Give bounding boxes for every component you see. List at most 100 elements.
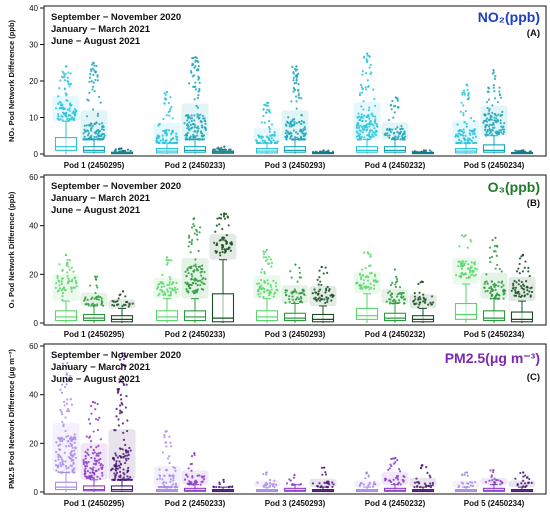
outlier-point [485, 100, 489, 104]
outlier-point [161, 478, 164, 481]
outlier-point-max [494, 236, 497, 239]
y-tick-label: 20 [29, 439, 38, 448]
outlier-point [187, 236, 191, 239]
outlier-point [500, 285, 503, 289]
outlier-point [72, 117, 76, 120]
outlier-point [390, 465, 393, 468]
outlier-point [100, 297, 103, 300]
outlier-point [155, 136, 158, 139]
outlier-point [113, 149, 117, 152]
outlier-point [499, 121, 502, 125]
panel-c-season-2: January − March 2021 [51, 362, 151, 373]
outlier-point [502, 132, 505, 135]
outlier-point [190, 241, 193, 244]
outlier-point [172, 137, 175, 140]
outlier-point [82, 458, 85, 462]
outlier-point [84, 457, 87, 460]
outlier-point [358, 94, 362, 97]
outlier-point [417, 296, 420, 300]
outlier-point [95, 284, 98, 287]
outlier-point [300, 122, 303, 126]
outlier-point [362, 108, 365, 111]
outlier-point [194, 60, 197, 63]
outlier-point [490, 128, 493, 132]
outlier-point [118, 409, 122, 412]
outlier-point [369, 135, 372, 138]
outlier-point [55, 469, 58, 472]
outlier-point-max [265, 248, 268, 252]
outlier-point [96, 114, 99, 117]
outlier-point [125, 395, 128, 398]
outlier-point [115, 415, 118, 418]
outlier-point [61, 420, 64, 424]
outlier-point [262, 473, 265, 476]
outlier-point [483, 282, 486, 285]
outlier-point [462, 136, 465, 139]
outlier-point [268, 138, 271, 142]
outlier-point [123, 461, 127, 465]
outlier-point [212, 148, 215, 151]
y-tick-label: 0 [34, 319, 39, 328]
outlier-point [415, 481, 419, 484]
outlier-point [113, 472, 116, 475]
outlier-point [198, 89, 201, 92]
outlier-point [526, 289, 529, 292]
outlier-point [175, 141, 179, 144]
outlier-point [186, 127, 189, 130]
outlier-point [325, 485, 328, 488]
outlier-point [417, 482, 421, 485]
outlier-point [423, 299, 427, 302]
outlier-point [297, 120, 301, 124]
outlier-point [223, 148, 227, 151]
outlier-point [273, 130, 276, 134]
outlier-point [488, 132, 492, 135]
outlier-point [73, 433, 76, 436]
outlier-point [213, 148, 216, 151]
outlier-point [470, 266, 473, 269]
outlier-point [490, 280, 493, 283]
outlier-point [489, 115, 492, 119]
outlier-point [466, 98, 469, 101]
outlier-point [61, 103, 64, 106]
outlier-point [330, 299, 333, 302]
outlier-point [129, 478, 132, 481]
outlier-point [90, 129, 93, 132]
box-iqr [355, 146, 379, 153]
outlier-point [85, 476, 88, 480]
outlier-point [472, 119, 476, 123]
outlier-point [100, 133, 103, 136]
outlier-point [495, 117, 498, 120]
outlier-point [229, 249, 232, 252]
outlier-point [82, 461, 85, 464]
outlier-point [325, 296, 328, 299]
outlier-point [288, 301, 291, 304]
outlier-point [473, 480, 477, 484]
outlier-point [192, 223, 195, 226]
outlier-point [117, 464, 121, 467]
outlier-point [358, 483, 362, 486]
outlier-point [404, 135, 407, 138]
outlier-point [373, 104, 377, 107]
outlier-point [199, 283, 202, 287]
outlier-point [159, 288, 162, 291]
outlier-point [196, 474, 199, 477]
outlier-point [200, 134, 203, 138]
outlier-point [91, 296, 94, 299]
outlier-point [223, 248, 226, 251]
outlier-point [90, 134, 93, 138]
outlier-point [375, 124, 379, 128]
outlier-point [473, 132, 476, 136]
outlier-point [122, 471, 125, 475]
outlier-point [56, 274, 59, 278]
outlier-point [200, 270, 203, 273]
outlier-point [489, 123, 492, 126]
panel-c-season-1: September − November 2020 [51, 350, 181, 361]
outlier-point [427, 303, 430, 306]
outlier-point [188, 266, 191, 269]
outlier-point [395, 476, 398, 479]
panel-b-season-1: September − November 2020 [51, 181, 181, 192]
box-iqr [255, 310, 279, 322]
panel-c-title: PM2.5(μg m⁻³) [445, 350, 540, 366]
outlier-point [83, 124, 86, 127]
outlier-point [389, 130, 393, 134]
